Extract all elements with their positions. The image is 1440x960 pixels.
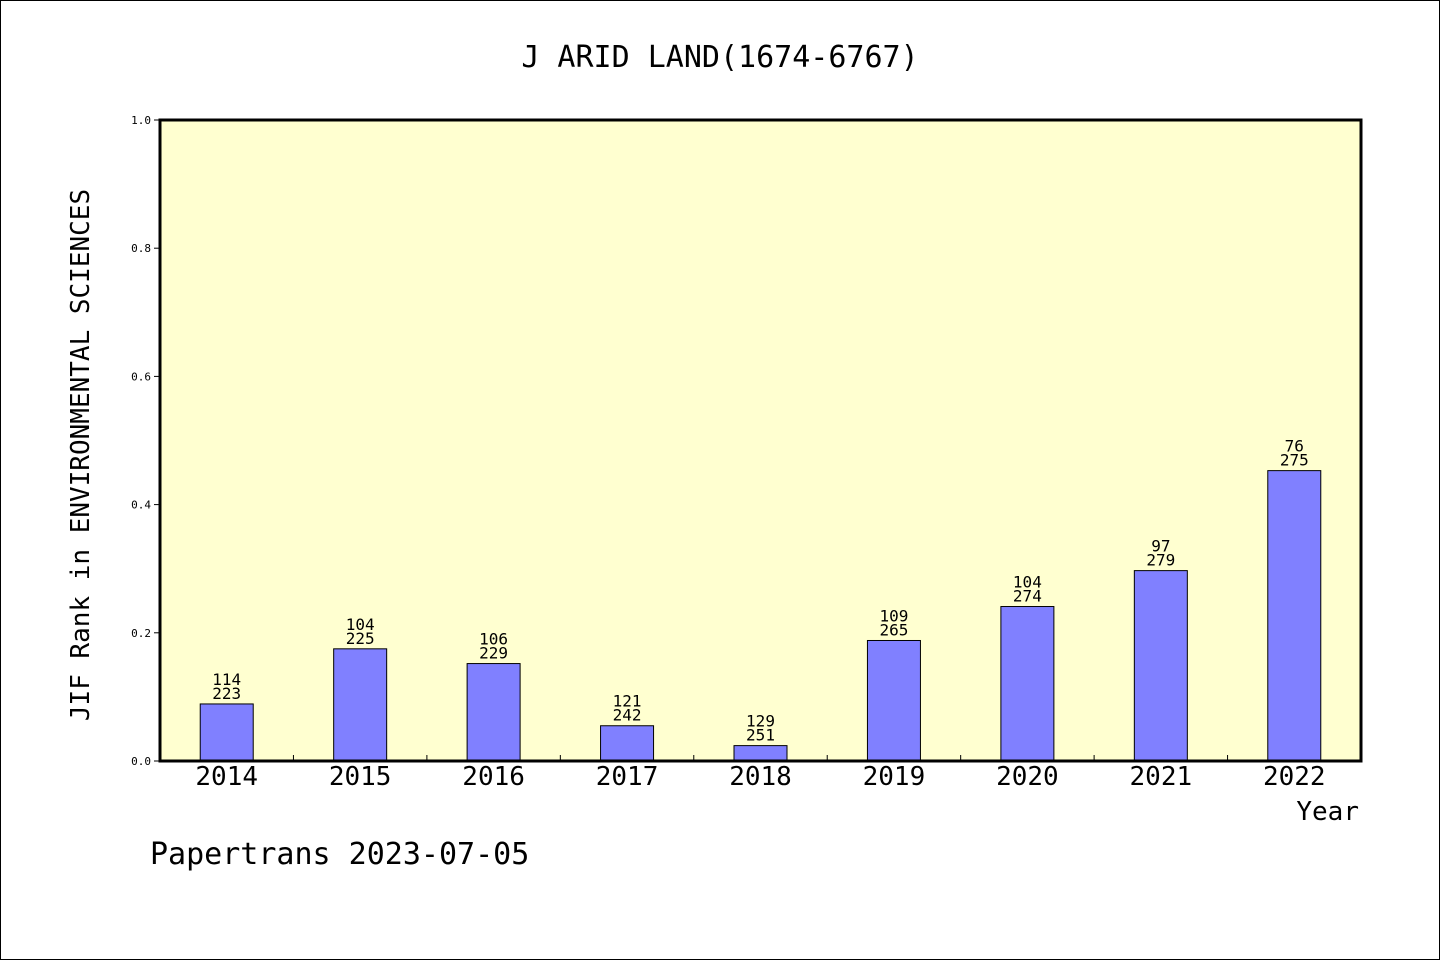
bar-rank-label: 97 — [1151, 537, 1170, 556]
bar-rank-label: 129 — [746, 712, 775, 731]
x-tick-label: 2014 — [195, 762, 258, 792]
y-tick-label: 0.4 — [131, 499, 151, 512]
y-tick-label: 0.8 — [131, 242, 151, 255]
bar-2019 — [866, 639, 921, 762]
x-tick-label: 2018 — [729, 762, 792, 792]
bar-2018 — [733, 745, 788, 762]
bar-total-label: 275 — [1280, 451, 1309, 470]
x-tick-label: 2022 — [1263, 762, 1326, 792]
x-tick-label: 2015 — [329, 762, 392, 792]
bar-total-label: 242 — [613, 706, 642, 725]
x-tick-label: 2016 — [462, 762, 525, 792]
chart-title: J ARID LAND(1674-6767) — [521, 40, 918, 75]
x-tick-label: 2019 — [863, 762, 926, 792]
x-tick-label: 2017 — [596, 762, 659, 792]
bar-total-label: 225 — [346, 629, 375, 648]
bar-total-label: 251 — [746, 726, 775, 745]
y-axis: 0.0 0.2 0.4 0.6 0.8 1.0 — [131, 114, 160, 768]
bar-rank-label: 104 — [346, 615, 375, 634]
footer-credit: Papertrans 2023-07-05 — [150, 837, 529, 872]
y-axis-title: JIF Rank in ENVIRONMENTAL SCIENCES — [66, 189, 96, 721]
bar-2017 — [600, 725, 655, 762]
x-tick-label: 2020 — [996, 762, 1059, 792]
y-tick-label: 0.6 — [131, 370, 151, 383]
bar-2015 — [333, 648, 388, 762]
bar-total-label: 229 — [479, 644, 508, 663]
bar-2021 — [1133, 570, 1188, 762]
bar-rank-label: 104 — [1013, 573, 1042, 592]
bar-rank-label: 121 — [613, 692, 642, 711]
bar-2020 — [1000, 606, 1055, 762]
bar-total-label: 274 — [1013, 587, 1042, 606]
bar-total-label: 223 — [212, 684, 241, 703]
bar-total-label: 279 — [1146, 551, 1175, 570]
bar-rank-label: 109 — [879, 606, 908, 625]
bar-total-label: 265 — [879, 620, 908, 639]
x-axis: 2014 2015 2016 2017 2018 2019 2020 2021 2022 — [195, 755, 1326, 792]
x-tick-label: 2021 — [1130, 762, 1193, 792]
bar-2022 — [1267, 470, 1322, 762]
bar-rank-label: 114 — [212, 670, 241, 689]
bar-rank-label: 106 — [479, 630, 508, 649]
y-tick-label: 1.0 — [131, 114, 151, 127]
y-tick-label: 0.2 — [131, 627, 151, 640]
plot-border — [158, 118, 1363, 763]
bar-2014 — [199, 703, 254, 762]
x-axis-title: Year — [1296, 797, 1359, 827]
y-tick-label: 0.0 — [131, 755, 151, 768]
bar-2016 — [466, 663, 521, 762]
bar-rank-label: 76 — [1285, 437, 1304, 456]
bars-layer — [199, 470, 1322, 762]
